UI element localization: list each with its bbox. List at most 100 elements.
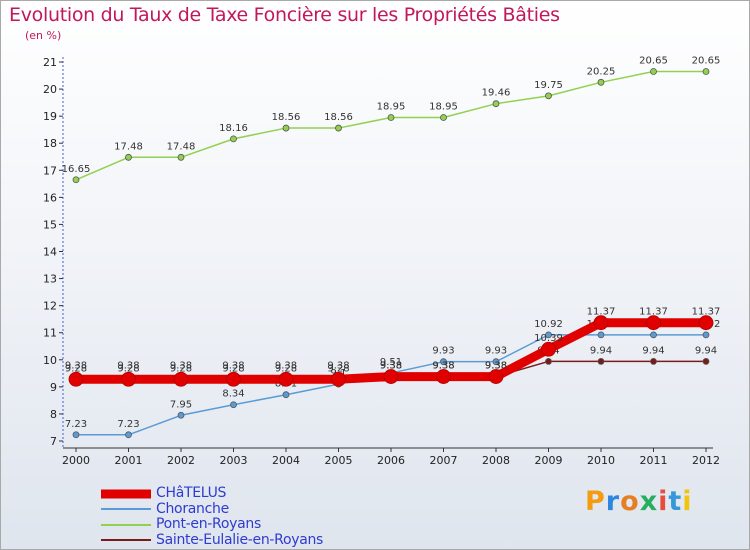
data-point-ch-telus [593, 315, 609, 331]
data-point-choranche [177, 411, 185, 419]
data-label-choranche: 10.92 [534, 319, 563, 330]
data-label-ch-telus: 9.38 [432, 361, 454, 372]
y-tick-label: 21 [43, 56, 57, 69]
data-label-pont-en-royans: 18.56 [324, 112, 353, 123]
data-point-ch-telus [68, 371, 84, 387]
data-label-ch-telus: 9.28 [222, 363, 244, 374]
legend-item-pont-en-royans: Pont-en-Royans [101, 516, 401, 533]
brand-letter: t [668, 486, 683, 517]
data-label-pont-en-royans: 20.65 [692, 55, 721, 66]
data-point-ch-telus [646, 315, 661, 331]
x-tick-label: 2012 [692, 454, 720, 467]
data-point-ch-telus [698, 315, 714, 331]
x-tick-label: 2011 [640, 454, 668, 467]
data-point-ch-telus [383, 369, 399, 384]
data-label-ch-telus: 9.28 [327, 363, 349, 374]
data-label-pont-en-royans: 18.56 [272, 112, 301, 123]
brand-letter: P [585, 486, 606, 517]
x-tick-label: 2003 [220, 454, 248, 467]
data-point-sainte-eulalie-en-royans [650, 358, 657, 365]
y-tick-label: 13 [43, 273, 57, 286]
data-point-choranche [282, 391, 290, 399]
chart-title: Evolution du Taux de Taxe Foncière sur l… [9, 4, 560, 26]
data-label-pont-en-royans: 17.48 [167, 141, 196, 152]
series-line-pont-en-royans [75, 70, 706, 181]
x-tick-label: 2000 [62, 454, 90, 467]
y-tick-label: 17 [43, 164, 57, 177]
data-point-sainte-eulalie-en-royans [702, 358, 710, 365]
x-tick-label: 2006 [377, 454, 405, 467]
brand-letter: r [605, 486, 621, 517]
legend-item-choranche: Choranche [101, 501, 401, 518]
y-tick-label: 9 [50, 381, 57, 394]
data-point-pont-en-royans [702, 68, 710, 75]
data-label-sainte-eulalie-en-royans: 9.38 [275, 361, 297, 372]
data-point-choranche [125, 431, 132, 439]
data-point-ch-telus [121, 371, 136, 387]
legend: CHâTELUS Choranche Pont-en-Royans Sainte… [101, 485, 401, 549]
data-point-choranche [650, 331, 657, 339]
brand-letter: i [658, 486, 669, 517]
data-label-choranche: 9.93 [485, 346, 507, 357]
y-tick-label: 12 [43, 300, 57, 313]
data-label-ch-telus: 9.38 [485, 361, 507, 372]
data-label-sainte-eulalie-en-royans: 9.38 [485, 361, 507, 372]
data-label-sainte-eulalie-en-royans: 9.38 [380, 361, 402, 372]
legend-item-sainte-eulalie: Sainte-Eulalie-en-Royans [101, 531, 401, 549]
data-label-ch-telus: 11.37 [639, 307, 668, 318]
x-tick-label: 2001 [115, 454, 143, 467]
data-point-pont-en-royans [440, 114, 447, 121]
data-point-ch-telus [331, 371, 346, 387]
data-label-choranche: 9.51 [380, 357, 402, 368]
y-tick-label: 10 [43, 354, 57, 367]
legend-swatch-choranche [101, 508, 151, 511]
data-point-ch-telus [278, 371, 294, 387]
data-label-pont-en-royans: 17.48 [114, 141, 143, 152]
data-point-choranche [492, 358, 500, 366]
data-label-pont-en-royans: 20.25 [587, 66, 616, 77]
data-label-pont-en-royans: 20.65 [639, 55, 668, 66]
data-point-choranche [545, 331, 552, 339]
data-label-ch-telus: 9.28 [170, 363, 192, 374]
legend-label: Sainte-Eulalie-en-Royans [156, 531, 324, 548]
data-label-sainte-eulalie-en-royans: 9.94 [590, 345, 612, 356]
legend-label: CHâTELUS [156, 485, 227, 501]
legend-swatch-pont-en-royans [101, 523, 151, 526]
legend-swatch-chatelus [101, 489, 151, 499]
brand-logo: Proxiti [585, 486, 693, 517]
data-label-pont-en-royans: 19.46 [482, 88, 511, 99]
data-label-ch-telus: 9.28 [117, 363, 139, 374]
brand-letter: i [682, 486, 693, 517]
data-point-ch-telus [541, 341, 556, 357]
data-label-ch-telus: 9.28 [65, 363, 87, 374]
data-label-ch-telus: 11.37 [587, 307, 616, 318]
data-point-pont-en-royans [177, 153, 185, 161]
data-point-choranche [440, 358, 447, 366]
y-tick-label: 15 [43, 218, 57, 231]
data-label-sainte-eulalie-en-royans: 9.38 [432, 361, 454, 372]
data-point-ch-telus [488, 369, 504, 384]
data-point-pont-en-royans [650, 68, 657, 75]
data-label-choranche: 7.23 [117, 419, 139, 430]
data-point-choranche [230, 401, 237, 409]
data-point-choranche [597, 331, 605, 339]
data-label-pont-en-royans: 18.95 [429, 101, 458, 112]
x-tick-label: 2009 [535, 454, 563, 467]
data-label-pont-en-royans: 18.16 [219, 123, 248, 134]
data-point-sainte-eulalie-en-royans [545, 358, 552, 365]
data-point-ch-telus [226, 371, 241, 387]
data-label-choranche: 8.34 [222, 389, 244, 400]
y-tick-label: 18 [43, 137, 57, 150]
data-point-pont-en-royans [545, 92, 552, 100]
data-label-ch-telus: 9.28 [275, 363, 297, 374]
data-label-ch-telus: 9.38 [380, 361, 402, 372]
x-tick-label: 2010 [587, 454, 615, 467]
y-tick-label: 11 [43, 327, 57, 340]
data-point-pont-en-royans [492, 100, 500, 108]
data-label-sainte-eulalie-en-royans: 9.38 [327, 361, 349, 372]
data-label-pont-en-royans: 18.95 [377, 101, 406, 112]
x-tick-label: 2005 [325, 454, 353, 467]
y-tick-label: 19 [43, 110, 57, 123]
